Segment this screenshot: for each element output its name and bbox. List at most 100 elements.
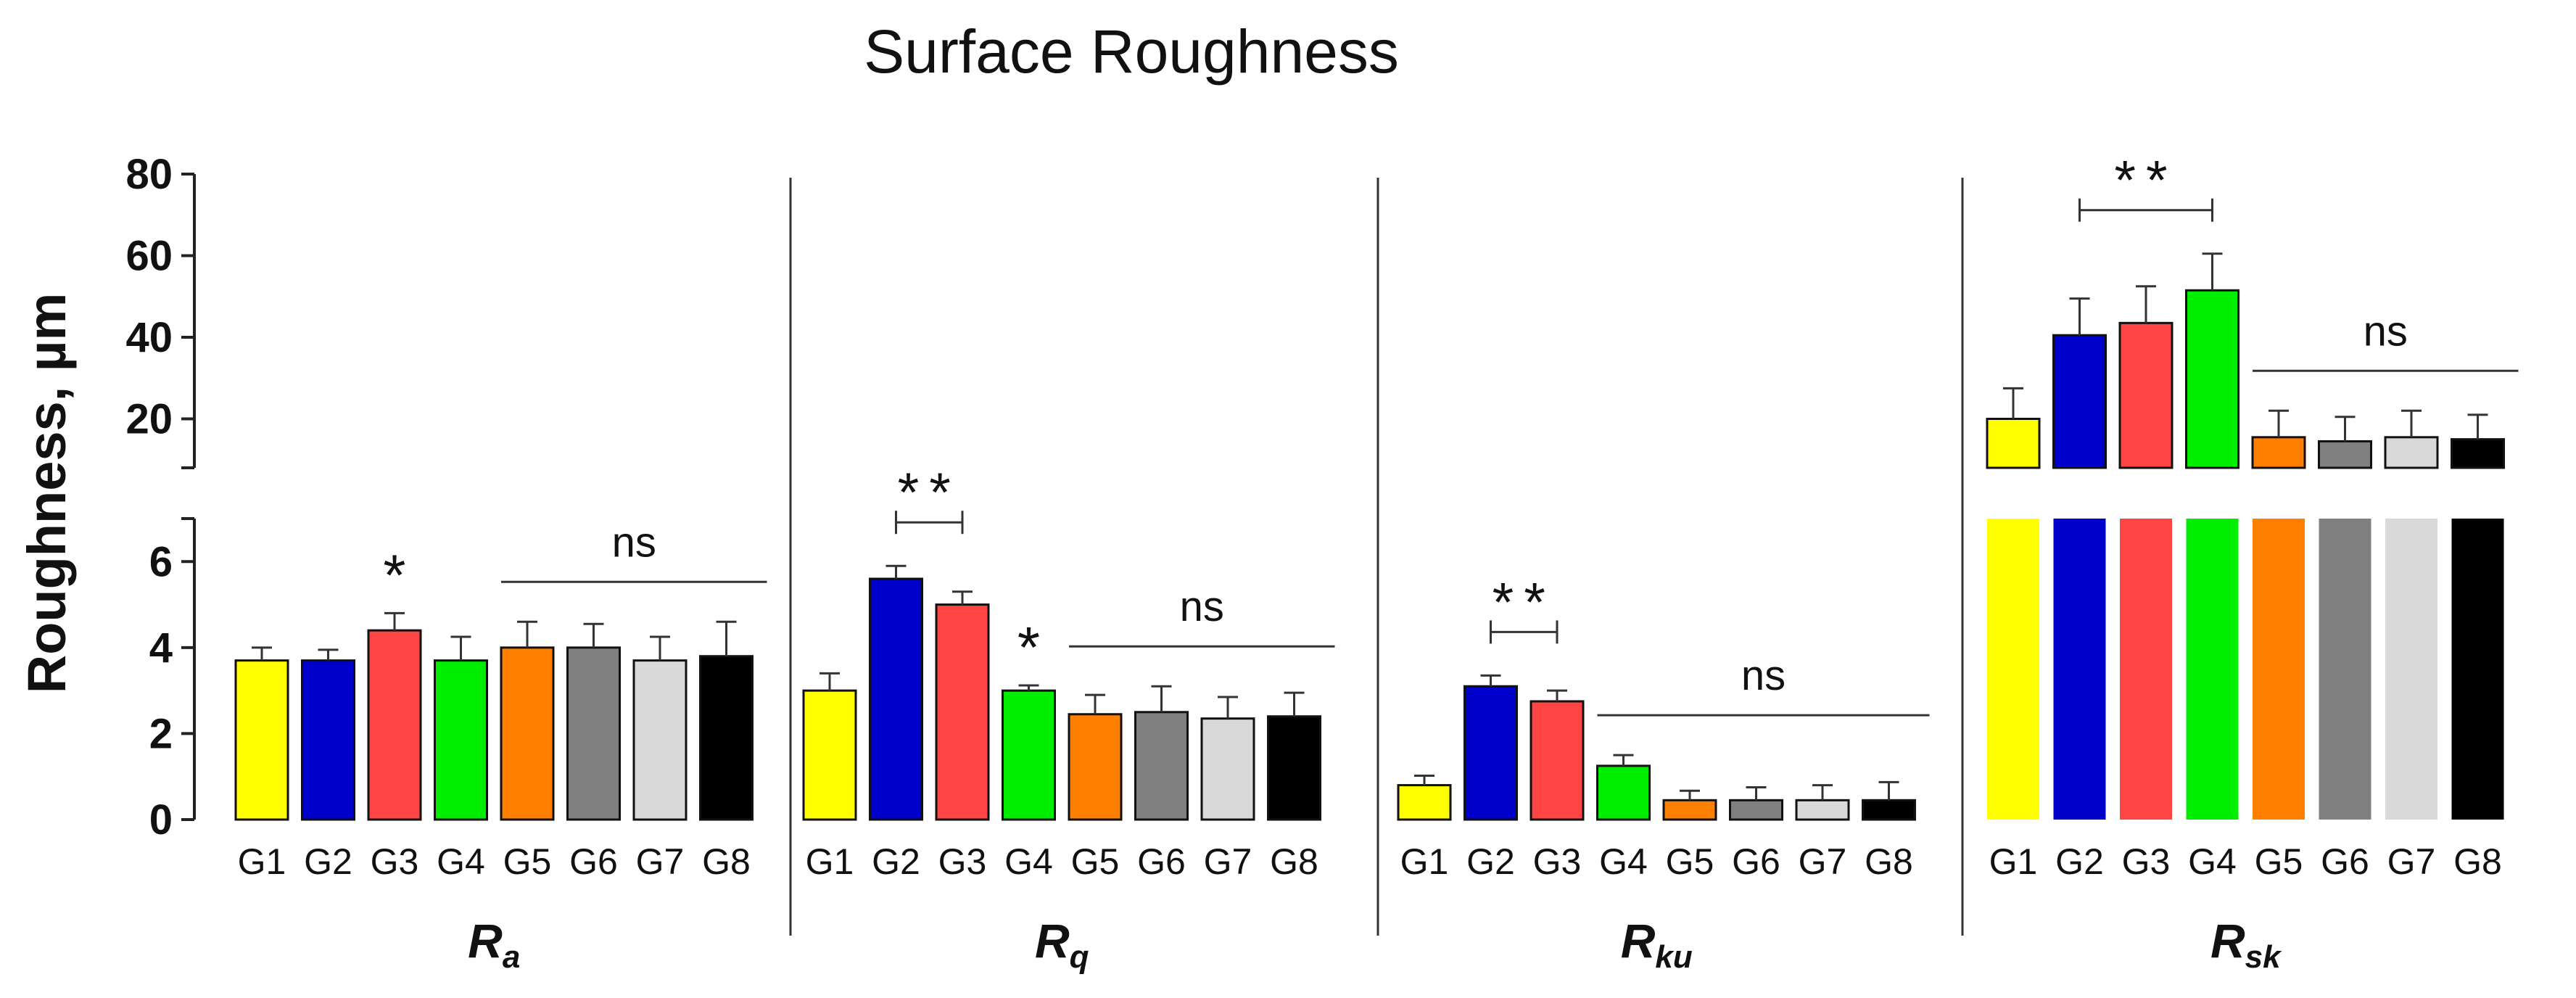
bar [632,659,688,821]
bar [935,603,990,821]
category-label: G2 [872,841,920,882]
category-label: G5 [503,841,552,882]
bar [1002,689,1056,821]
significance-ns: ns [2364,308,2408,355]
bar [367,629,422,821]
category-label: G7 [1204,841,1252,882]
labels: G1 G2 G3 G4 G5 G6 G7 G8 Ra * ns G1 G2 G3 G4 G5 G6 G7 G8 Rq *… [238,150,2519,975]
panel-label: Rsk [2210,914,2282,975]
bar-lower-segment [2120,519,2172,820]
bar [1134,711,1189,821]
category-label: G4 [1599,841,1648,882]
category-label: G1 [1989,841,2038,882]
significance-star: * [383,543,405,607]
bar [2451,438,2505,469]
y-axis-label: Roughness, µm [17,293,77,693]
panel-label-subscript: ku [1655,939,1692,975]
significance-ns: ns [612,519,656,566]
bar [1986,418,2041,469]
category-label: G2 [304,841,352,882]
panel-label: Rku [1621,914,1693,975]
bar [802,689,857,821]
category-label: G3 [2122,841,2171,882]
category-label: G4 [2188,841,2237,882]
y-tick-label: 40 [125,314,173,361]
bar-lower-segment [2053,519,2106,820]
bar [2384,436,2439,469]
category-label: G8 [1865,841,1913,882]
significance-stars: ** [1493,572,1556,633]
panel-label-subscript: q [1070,939,1089,975]
bar-lower-segment [2319,519,2371,820]
panel-label-subscript: sk [2245,939,2282,975]
bar [1464,685,1518,821]
y-tick-label: 0 [149,796,173,844]
bar [1795,799,1850,821]
category-label: G6 [1137,841,1186,882]
y-tick-label: 6 [149,538,173,585]
category-label: G4 [1004,841,1053,882]
y-tick-label: 20 [125,396,173,443]
chart-title: Surface Roughness [864,17,1399,86]
panel-label: Rq [1035,914,1089,975]
y-tick-label: 4 [149,624,173,672]
bar-lower-segment [1987,519,2039,820]
category-label: G6 [1732,841,1780,882]
category-label: G2 [1466,841,1515,882]
y-tick-label: 2 [149,710,173,757]
category-label: G7 [636,841,685,882]
bar [301,659,355,821]
category-label: G4 [437,841,485,882]
category-label: G7 [2387,841,2436,882]
category-label: G2 [2055,841,2104,882]
category-label: G6 [2321,841,2369,882]
category-label: G7 [1799,841,1847,882]
category-label: G3 [1533,841,1582,882]
category-label: G5 [1071,841,1120,882]
significance-stars: ** [2114,150,2177,212]
bar [1662,799,1717,821]
category-label: G1 [238,841,286,882]
bar [1862,799,1916,821]
y-tick-label: 60 [125,233,173,280]
bar [2118,321,2174,469]
bar [566,646,621,821]
bar [1530,700,1585,821]
bar-lower-segment [2253,519,2305,820]
significance-star: * [1017,615,1040,680]
bar [2251,436,2306,469]
bar [1596,764,1651,821]
panel-label: Ra [468,914,520,975]
bars [234,252,2505,821]
bar [434,659,488,821]
category-label: G6 [569,841,618,882]
category-label: G5 [2255,841,2303,882]
category-label: G3 [938,841,987,882]
bar [699,655,754,821]
category-label: G3 [371,841,419,882]
bar [2185,289,2239,469]
bar-lower-segment [2385,519,2437,820]
category-label: G1 [1400,841,1449,882]
bar [234,659,289,821]
bar [1200,717,1255,821]
bar [869,577,923,821]
significance-ns: ns [1741,652,1786,699]
bar [1068,713,1123,821]
y-tick-label: 80 [125,151,173,198]
bar [1397,784,1452,821]
category-label: G8 [2453,841,2502,882]
category-label: G8 [702,841,751,882]
bar-lower-segment [2186,519,2239,820]
bar [1267,715,1321,821]
bar [2318,440,2372,469]
category-label: G5 [1666,841,1714,882]
y-axis: 0 2 4 6 20 40 60 80 [125,151,1964,936]
bar [2052,334,2107,469]
bar-lower-segment [2451,519,2504,820]
category-label: G8 [1270,841,1318,882]
bar [1729,799,1783,821]
significance-stars: ** [898,462,961,524]
category-label: G1 [806,841,854,882]
